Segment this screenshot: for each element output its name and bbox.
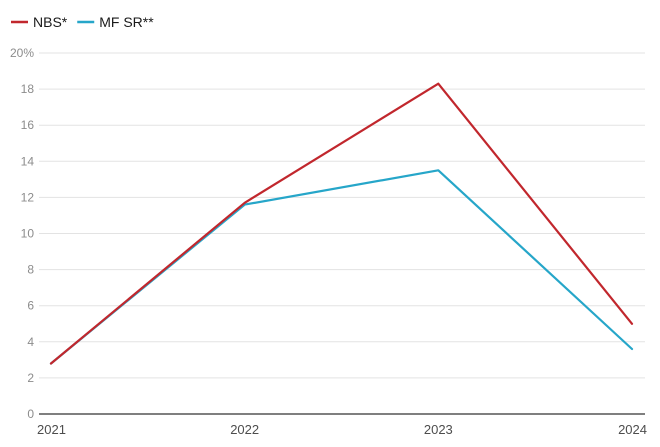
y-tick-label: 0 <box>27 407 34 421</box>
y-tick-label: 16 <box>21 118 35 132</box>
x-tick-label: 2022 <box>230 422 259 437</box>
x-tick-label: 2023 <box>424 422 453 437</box>
series-line <box>49 169 634 365</box>
gridlines <box>39 52 645 379</box>
y-tick-label: 4 <box>27 335 34 349</box>
legend: NBS* MF SR** <box>11 14 154 30</box>
x-axis-ticks: 2021 2022 2023 2024 <box>37 422 647 437</box>
x-tick-label: 2021 <box>37 422 66 437</box>
y-tick-label: 12 <box>21 190 35 204</box>
legend-label: NBS* <box>33 14 68 30</box>
y-tick-label: 6 <box>27 299 34 313</box>
y-tick-label: 8 <box>27 263 34 277</box>
y-tick-label: 10 <box>21 227 35 241</box>
y-axis-ticks: 0 2 4 6 8 10 12 14 16 18 20% <box>10 46 34 421</box>
legend-label: MF SR** <box>99 14 154 30</box>
y-tick-label: 20% <box>10 46 34 60</box>
x-tick-label: 2024 <box>618 422 647 437</box>
series-lines <box>49 82 634 365</box>
y-tick-label: 14 <box>21 154 35 168</box>
y-tick-label: 2 <box>27 371 34 385</box>
y-tick-label: 18 <box>21 82 35 96</box>
series-line <box>49 82 634 365</box>
